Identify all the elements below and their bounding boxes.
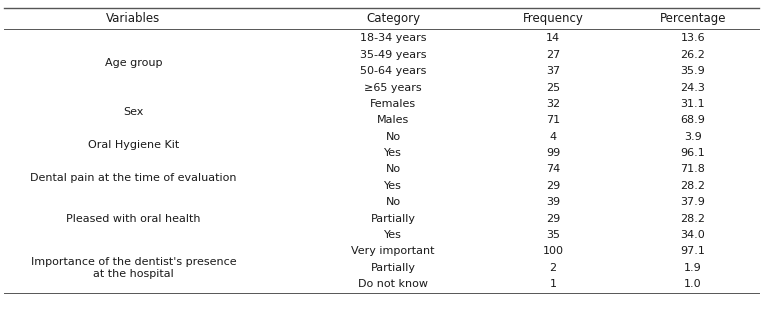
Text: 74: 74 [546, 164, 560, 175]
Text: 18-34 years: 18-34 years [359, 33, 427, 43]
Text: Variables: Variables [106, 12, 161, 26]
Text: 14: 14 [546, 33, 560, 43]
Text: Oral Hygiene Kit: Oral Hygiene Kit [88, 140, 179, 150]
Text: 28.2: 28.2 [681, 181, 705, 191]
Text: 1: 1 [549, 279, 557, 289]
Text: Category: Category [366, 12, 420, 26]
Text: 35: 35 [546, 230, 560, 240]
Text: 37: 37 [546, 66, 560, 76]
Text: 35.9: 35.9 [681, 66, 705, 76]
Text: 39: 39 [546, 197, 560, 207]
Text: Frequency: Frequency [523, 12, 584, 26]
Text: Yes: Yes [384, 148, 402, 158]
Text: 34.0: 34.0 [681, 230, 705, 240]
Text: 68.9: 68.9 [681, 115, 705, 125]
Text: 27: 27 [546, 50, 560, 60]
Text: 4: 4 [549, 132, 557, 142]
Text: 99: 99 [546, 148, 560, 158]
Text: 71: 71 [546, 115, 560, 125]
Text: Males: Males [377, 115, 409, 125]
Text: Yes: Yes [384, 181, 402, 191]
Text: Females: Females [370, 99, 416, 109]
Text: No: No [385, 132, 401, 142]
Text: 37.9: 37.9 [681, 197, 705, 207]
Text: 1.0: 1.0 [684, 279, 702, 289]
Text: Very important: Very important [351, 246, 435, 256]
Text: 29: 29 [546, 214, 560, 224]
Text: 31.1: 31.1 [681, 99, 705, 109]
Text: 97.1: 97.1 [681, 246, 705, 256]
Text: 25: 25 [546, 83, 560, 93]
Text: Dental pain at the time of evaluation: Dental pain at the time of evaluation [31, 173, 237, 183]
Text: Partially: Partially [371, 214, 415, 224]
Text: 50-64 years: 50-64 years [360, 66, 426, 76]
Text: Percentage: Percentage [659, 12, 726, 26]
Text: 28.2: 28.2 [681, 214, 705, 224]
Text: Do not know: Do not know [358, 279, 428, 289]
Text: 2: 2 [549, 263, 557, 273]
Text: 32: 32 [546, 99, 560, 109]
Text: 13.6: 13.6 [681, 33, 705, 43]
Text: Pleased with oral health: Pleased with oral health [66, 214, 201, 224]
Text: 100: 100 [542, 246, 564, 256]
Text: 26.2: 26.2 [681, 50, 705, 60]
Text: Sex: Sex [124, 107, 143, 117]
Text: 71.8: 71.8 [681, 164, 705, 175]
Text: No: No [385, 164, 401, 175]
Text: 3.9: 3.9 [684, 132, 702, 142]
Text: Partially: Partially [371, 263, 415, 273]
Text: 1.9: 1.9 [684, 263, 702, 273]
Text: Yes: Yes [384, 230, 402, 240]
Text: Age group: Age group [105, 58, 163, 68]
Text: 35-49 years: 35-49 years [359, 50, 427, 60]
Text: ≥65 years: ≥65 years [364, 83, 422, 93]
Text: Importance of the dentist's presence
at the hospital: Importance of the dentist's presence at … [31, 257, 237, 278]
Text: No: No [385, 197, 401, 207]
Text: 29: 29 [546, 181, 560, 191]
Text: 96.1: 96.1 [681, 148, 705, 158]
Text: 24.3: 24.3 [681, 83, 705, 93]
